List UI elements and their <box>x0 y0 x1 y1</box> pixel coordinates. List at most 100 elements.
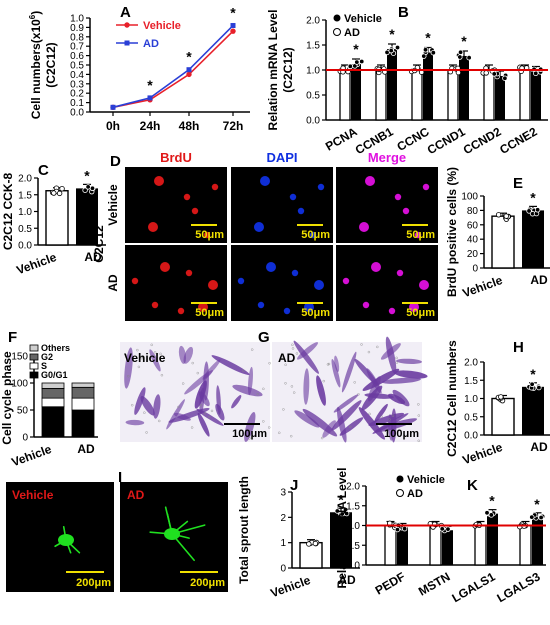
y-tick-label: 0.0 <box>18 241 32 252</box>
stained-cell <box>149 349 161 372</box>
membrane-pore <box>159 352 162 356</box>
membrane-pore <box>145 431 148 434</box>
y-tick-label: 2.0 <box>306 16 320 27</box>
stained-cell <box>197 412 210 437</box>
stained-cell <box>198 391 210 407</box>
membrane-pore <box>127 374 130 378</box>
stained-cell <box>396 358 422 364</box>
x-label-vehicle: Vehicle <box>269 573 313 600</box>
image-label-vehicle: Vehicle <box>12 488 54 502</box>
sprout-branch <box>65 539 81 554</box>
stained-cell <box>387 393 406 405</box>
y-label-main: Cell numbers(x10 <box>29 19 43 119</box>
nucleus <box>183 193 191 201</box>
membrane-pore <box>210 409 214 413</box>
bar-ad <box>531 71 541 120</box>
legend-ad-label: AD <box>407 488 423 500</box>
data-point <box>306 541 312 547</box>
panel-k-bar-chart: 0.0 0.5 1.0 1.5 2.0 PEDF MSTN * LGALS1 * LGALS3 Veh… <box>335 468 546 605</box>
nucleus <box>388 307 396 315</box>
bar-ad <box>76 188 98 245</box>
nucleus <box>237 277 245 285</box>
stack-segment-g2 <box>71 386 95 399</box>
nucleus <box>365 176 375 186</box>
legend-ad-label: AD <box>143 38 159 50</box>
y-axis-label: Cell numbers(x106) <box>28 11 43 120</box>
bar-vehicle <box>483 69 495 121</box>
data-point <box>347 63 354 70</box>
sprout-branch <box>171 533 195 562</box>
stained-cell <box>184 370 213 395</box>
nucleus <box>314 280 324 290</box>
panel-b-bar-chart: 0.00.51.01.52.0*PCNA*CCNB1*CCNC*CCND1CCN… <box>266 10 548 157</box>
membrane-pore <box>248 437 251 440</box>
data-point <box>312 540 319 547</box>
y-tick-label: 0.5 <box>464 412 478 423</box>
membrane-pore <box>388 418 391 421</box>
y-tick-label: 1.5 <box>18 190 32 201</box>
stained-cell <box>297 342 319 360</box>
y-tick-label: 2.0 <box>346 482 360 493</box>
data-point <box>51 190 57 196</box>
stained-cell <box>333 394 359 413</box>
stained-cell <box>168 408 210 423</box>
y-tick-label: 0 <box>472 264 478 275</box>
membrane-pore <box>320 436 324 440</box>
stained-cell <box>341 351 357 393</box>
bar-vehicle <box>519 524 532 566</box>
nucleus <box>304 302 314 312</box>
nucleus <box>254 222 264 232</box>
scale-bar-label: 200μm <box>76 577 111 589</box>
x-tick-label: 72h <box>223 119 244 133</box>
sprout-branch <box>65 539 72 554</box>
y-tick-label: 0.5 <box>346 541 360 552</box>
stained-cell <box>231 395 242 409</box>
nucleus <box>131 277 139 285</box>
significance-star: * <box>389 26 395 42</box>
membrane-pore <box>292 391 296 394</box>
stained-cell <box>354 358 378 385</box>
y-tick-label: 0.5 <box>306 91 320 102</box>
bar-vehicle <box>447 69 459 121</box>
x-label-vehicle: Vehicle <box>15 250 59 277</box>
membrane-pore <box>290 385 294 388</box>
nucleus <box>148 222 158 232</box>
membrane-pore <box>291 347 295 350</box>
nucleus <box>291 269 299 277</box>
stained-cell <box>385 336 397 375</box>
y-tick-label: 0.0 <box>306 116 320 127</box>
x-label-ad: AD <box>77 442 95 456</box>
y-tick-label: 2 <box>280 513 286 524</box>
nucleus <box>289 193 297 201</box>
legend-vehicle-label: Vehicle <box>407 474 445 486</box>
y-tick-label: 3 <box>280 488 286 499</box>
bar-vehicle <box>339 69 351 121</box>
membrane-pore <box>268 362 271 365</box>
membrane-pore <box>199 404 203 407</box>
stack-segment-s <box>71 397 95 411</box>
membrane-pore <box>322 379 325 383</box>
nucleus <box>203 231 211 239</box>
data-point <box>503 213 510 219</box>
stained-cell <box>293 340 319 374</box>
data-point <box>529 514 535 520</box>
membrane-pore <box>284 382 287 385</box>
stained-cell <box>331 358 341 388</box>
stained-cell <box>331 400 362 431</box>
significance-star: * <box>84 167 90 183</box>
scale-bar-label: 100μm <box>384 428 419 440</box>
data-point <box>422 47 429 53</box>
y-tick-label: 1.0 <box>70 14 84 25</box>
nucleus <box>317 183 325 191</box>
legend-ad-label: AD <box>344 27 360 39</box>
stained-cell <box>294 410 320 428</box>
legend-label: Others <box>41 343 70 353</box>
membrane-pore <box>391 414 395 417</box>
membrane-pore <box>353 381 356 384</box>
bar-ad <box>387 49 397 120</box>
significance-star: * <box>186 49 192 65</box>
membrane-pore <box>395 361 398 364</box>
data-point <box>421 53 427 59</box>
data-point <box>538 514 544 521</box>
y-tick-label: 60 <box>467 220 479 231</box>
